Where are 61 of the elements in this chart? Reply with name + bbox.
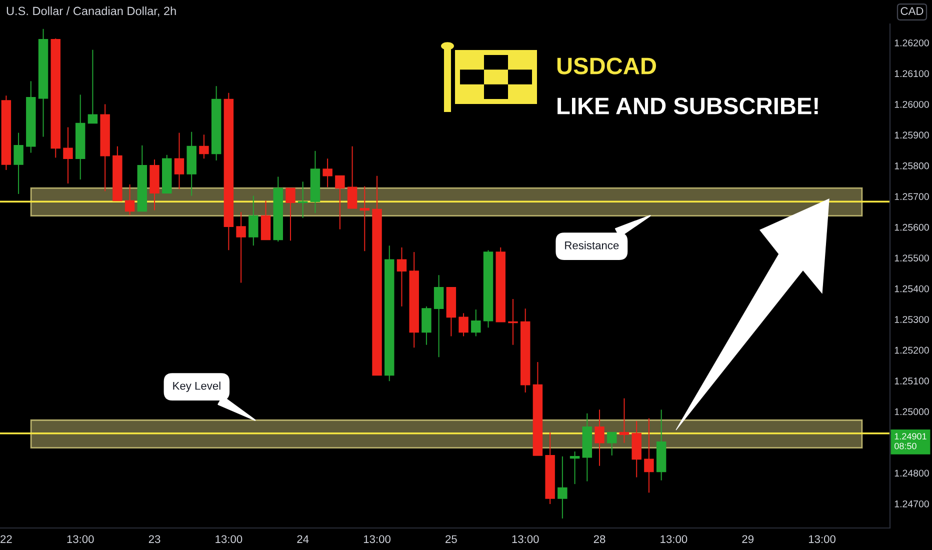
candlestick — [619, 398, 630, 444]
annotation: LIKE AND SUBSCRIBE! — [558, 98, 818, 114]
y-tick-label: 1.25500 — [894, 254, 929, 262]
candlestick — [607, 432, 617, 456]
x-tick-label: 29 — [742, 535, 754, 544]
candlestick — [14, 132, 24, 194]
candlestick — [124, 184, 135, 216]
y-tick-label: 1.25900 — [894, 132, 929, 139]
chart-title: U.S. Dollar / Canadian Dollar, 2h — [6, 6, 176, 17]
x-tick-label: 24 — [297, 535, 309, 543]
candlestick — [236, 212, 246, 284]
candlestick — [286, 188, 296, 242]
x-tick-label: 25 — [446, 535, 457, 544]
x-tick-label: 13:00 — [808, 535, 836, 544]
candlestick — [347, 146, 358, 209]
candlestick — [174, 132, 184, 190]
candlestick — [63, 126, 73, 184]
x-tick-label: 13:00 — [216, 535, 242, 544]
x-tick-label: 23 — [148, 535, 160, 544]
candlestick — [558, 456, 568, 519]
candlestick — [644, 418, 654, 494]
y-tick-label: 1.25800 — [894, 162, 929, 170]
candlestick — [570, 450, 580, 485]
candlestick — [458, 312, 468, 337]
candlestick — [248, 195, 258, 246]
x-tick-label: 13:00 — [660, 535, 688, 544]
y-tick-label: 1.25400 — [894, 285, 929, 292]
y-tick-label: 1.25300 — [894, 316, 929, 323]
text: 1.24901 08:50 — [894, 433, 926, 450]
y-tick-label: 1.25000 — [894, 408, 929, 416]
y-tick-label: 1.25600 — [894, 224, 929, 231]
candlestick — [422, 306, 432, 346]
y-tick-label: 1.25700 — [894, 193, 929, 200]
x-tick-label: 22 — [0, 535, 12, 543]
x-tick-label: 13:00 — [364, 535, 390, 544]
x-tick-label: 13:00 — [67, 535, 94, 544]
y-tick-label: 1.26000 — [894, 100, 929, 108]
candlestick — [594, 409, 604, 466]
y-tick-label: 1.25100 — [894, 378, 929, 384]
text: USDCAD — [557, 58, 656, 74]
candlestick — [434, 274, 444, 358]
y-axis-title: CAD — [900, 7, 924, 15]
candlestick — [298, 181, 308, 218]
y-tick-label: 1.26100 — [894, 70, 929, 78]
candlestick — [471, 309, 481, 337]
y-tick-label: 1.24700 — [894, 500, 929, 508]
candlestick — [360, 186, 370, 252]
candlestick — [396, 246, 407, 307]
x-tick-label: 13:00 — [512, 535, 539, 544]
candlestick — [199, 134, 209, 160]
y-tick-label: 1.26200 — [894, 39, 929, 46]
y-tick-label: 1.25200 — [894, 346, 929, 354]
band-label: Key Level — [173, 382, 220, 392]
candlestick — [322, 158, 332, 188]
band-label: Resistance — [565, 241, 619, 250]
candlestick — [260, 200, 271, 240]
candlestick — [335, 175, 345, 230]
candlestick — [88, 49, 98, 124]
y-tick-label: 1.24800 — [894, 470, 929, 477]
candlestick — [508, 298, 518, 346]
x-tick-label: 28 — [594, 535, 606, 544]
